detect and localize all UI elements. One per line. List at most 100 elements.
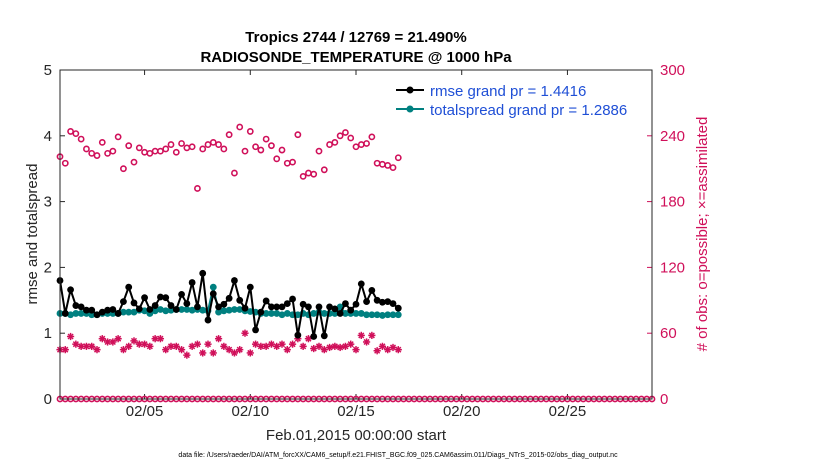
- y-right-tick-label: 0: [660, 391, 668, 408]
- obs-possible-point: [368, 133, 376, 141]
- rmse-point: [368, 287, 376, 294]
- x-tick-label: 02/25: [549, 403, 587, 420]
- rmse-point: [347, 306, 355, 314]
- obs-possible-point: [294, 131, 302, 139]
- legend-spread-label: totalspread grand pr = 1.2886: [430, 102, 627, 119]
- totalspread-point: [373, 311, 381, 319]
- y-left-tick-label: 0: [44, 391, 52, 408]
- totalspread-point: [141, 307, 148, 315]
- rmse-point: [77, 303, 85, 311]
- obs-possible-point: [352, 143, 360, 151]
- rmse-point: [384, 298, 392, 306]
- obs-possible-point: [278, 146, 286, 154]
- obs-assimilated-point: [336, 343, 344, 352]
- y-left-tick-label: 4: [44, 128, 52, 145]
- obs-possible-point: [72, 130, 80, 138]
- rmse-point: [315, 303, 323, 311]
- rmse-point: [241, 304, 249, 312]
- y-left-tick-label: 5: [44, 62, 52, 79]
- x-tick-label: 02/10: [232, 403, 270, 420]
- obs-possible-point: [246, 128, 254, 135]
- totalspread-point: [352, 310, 360, 317]
- obs-assimilated-point: [288, 340, 297, 348]
- rmse-point: [373, 296, 381, 304]
- totalspread-point: [363, 311, 370, 319]
- rmse-point: [257, 308, 265, 316]
- obs-assimilated-point: [331, 342, 339, 350]
- rmse-point: [357, 280, 365, 288]
- rmse-point: [394, 304, 402, 312]
- obs-assimilated-point: [357, 331, 365, 339]
- rmse-point: [83, 306, 90, 314]
- obs-assimilated-point: [315, 342, 323, 350]
- totalspread-point: [120, 308, 127, 316]
- obs-possible-point: [162, 145, 170, 153]
- rmse-point: [389, 300, 397, 307]
- totalspread-point: [215, 308, 222, 316]
- obs-assimilated-point: [267, 340, 276, 348]
- rmse-point: [363, 298, 370, 306]
- obs-possible-point: [172, 148, 180, 156]
- obs-assimilated-point: [341, 342, 350, 350]
- rmse-point: [236, 296, 244, 304]
- totalspread-point: [278, 311, 286, 319]
- obs-possible-point: [231, 169, 238, 177]
- rmse-point: [67, 286, 74, 294]
- totalspread-point: [67, 311, 74, 319]
- obs-assimilated-point: [135, 340, 143, 348]
- totalspread-point: [262, 310, 270, 317]
- obs-assimilated-point: [325, 343, 334, 352]
- obs-possible-point: [204, 141, 212, 148]
- totalspread-point: [246, 308, 254, 315]
- legend-spread-marker: [406, 105, 414, 113]
- plot-area: [60, 70, 652, 399]
- obs-assimilated-point: [61, 346, 69, 354]
- totalspread-point: [130, 308, 138, 316]
- obs-assimilated-point: [384, 346, 392, 354]
- obs-possible-point: [120, 165, 127, 173]
- obs-assimilated-point: [230, 349, 239, 357]
- legend-rmse-label: rmse grand pr = 1.4416: [430, 83, 586, 100]
- rmse-point: [252, 326, 259, 334]
- rmse-point: [146, 306, 154, 313]
- rmse-point: [294, 331, 302, 339]
- obs-possible-point: [363, 140, 370, 147]
- totalspread-point: [394, 311, 402, 319]
- rmse-point: [268, 303, 275, 311]
- totalspread-point: [157, 306, 164, 313]
- rmse-point: [88, 306, 96, 314]
- y-right-axis-label: # of obs: o=possible; ×=assimilated: [694, 117, 711, 352]
- x-tick-label: 02/15: [337, 403, 375, 420]
- totalspread-point: [283, 310, 291, 317]
- obs-possible-point: [194, 185, 201, 192]
- obs-assimilated-point: [220, 342, 228, 350]
- y-right-tick-label: 60: [660, 325, 677, 342]
- rmse-point: [209, 290, 217, 298]
- rmse-point: [283, 300, 291, 307]
- obs-assimilated-point: [146, 342, 154, 350]
- rmse-point: [188, 279, 196, 286]
- obs-possible-point: [135, 144, 143, 152]
- obs-assimilated-point: [125, 342, 133, 350]
- legend-rmse-marker: [406, 86, 414, 94]
- y-left-tick-label: 2: [44, 259, 52, 276]
- rmse-point: [93, 311, 101, 319]
- obs-possible-point: [178, 140, 185, 147]
- totalspread-point: [199, 306, 207, 314]
- y-right-tick-label: 300: [660, 62, 685, 79]
- obs-assimilated-point: [362, 338, 371, 346]
- obs-possible-point: [299, 172, 307, 180]
- y-right-tick-label: 180: [660, 194, 685, 211]
- rmse-point: [215, 303, 222, 311]
- obs-assimilated-point: [156, 335, 165, 343]
- obs-possible-point: [215, 141, 222, 148]
- y-right-tick-label: 240: [660, 128, 685, 145]
- obs-assimilated-point: [109, 338, 117, 346]
- obs-assimilated-point: [241, 329, 249, 337]
- totalspread-point: [268, 310, 275, 317]
- rmse-point: [262, 297, 270, 305]
- obs-possible-point: [146, 149, 154, 157]
- obs-assimilated-point: [378, 342, 387, 350]
- totalspread-point: [368, 311, 376, 319]
- rmse-point: [379, 298, 386, 306]
